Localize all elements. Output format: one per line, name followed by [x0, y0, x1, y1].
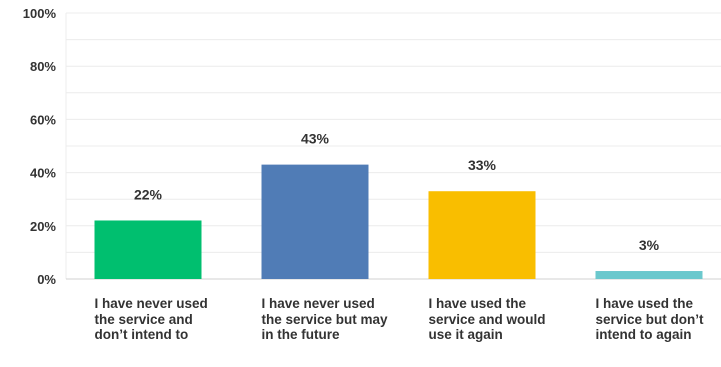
- data-label: 43%: [301, 131, 330, 147]
- y-tick-label: 100%: [23, 6, 57, 21]
- data-labels: 22% 43% 33% 3%: [134, 131, 660, 253]
- y-tick-label: 60%: [30, 112, 56, 127]
- data-label: 22%: [134, 186, 163, 202]
- category-label: I have never used the service but may in…: [261, 296, 388, 342]
- y-axis-ticks: 0% 20% 40% 60% 80% 100%: [23, 6, 57, 287]
- bar: [428, 191, 536, 279]
- y-tick-label: 80%: [30, 59, 56, 74]
- bar: [261, 164, 369, 279]
- y-tick-label: 40%: [30, 166, 56, 181]
- category-label: I have used the service but don’t intend…: [595, 296, 704, 342]
- bars: [94, 164, 703, 279]
- bar: [595, 271, 703, 279]
- y-tick-label: 20%: [30, 219, 56, 234]
- data-label: 3%: [639, 237, 660, 253]
- category-label: I have used the service and would use it…: [428, 296, 546, 342]
- bar: [94, 220, 202, 279]
- y-tick-label: 0%: [37, 272, 56, 287]
- data-label: 33%: [468, 157, 497, 173]
- category-label: I have never used the service and don’t …: [94, 296, 208, 342]
